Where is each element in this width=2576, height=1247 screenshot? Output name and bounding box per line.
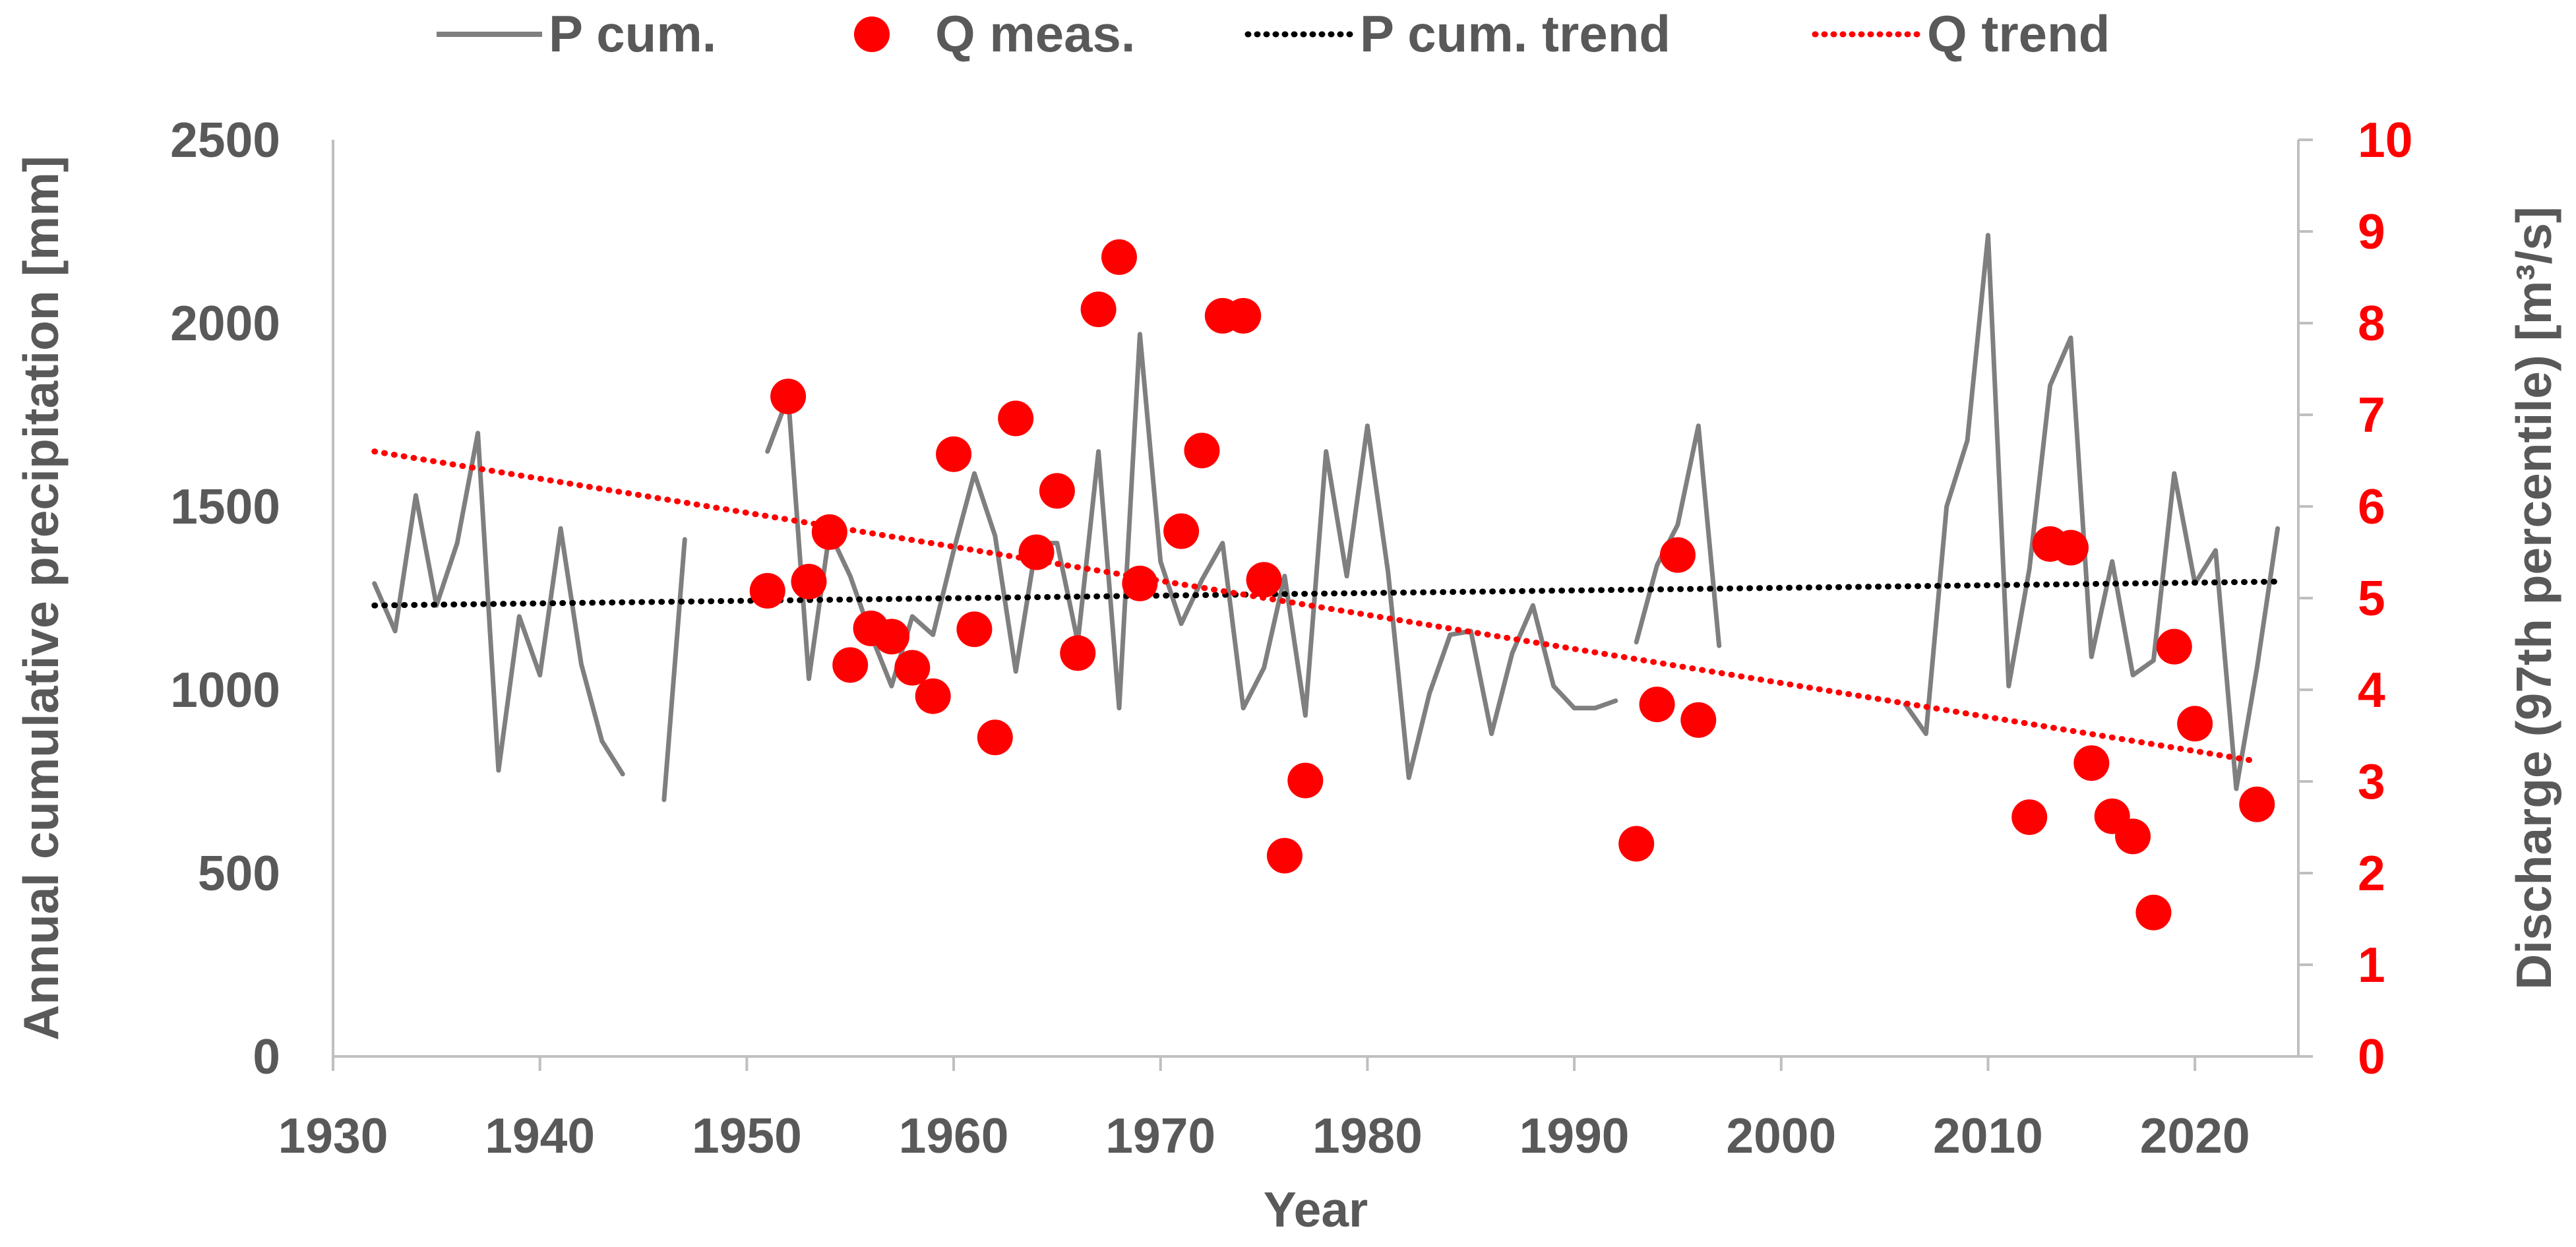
y-right-tick-label: 5 — [2358, 570, 2385, 626]
trend-lines — [371, 448, 2281, 764]
q-meas-point — [1287, 762, 1324, 799]
q-meas-point — [2073, 745, 2110, 781]
q-meas-point — [936, 436, 972, 472]
q-meas-point — [791, 563, 827, 599]
x-tick-label: 1950 — [692, 1108, 802, 1163]
q-meas-point — [2239, 786, 2275, 822]
y-left-tick-label: 0 — [253, 1029, 280, 1084]
p-cum-trend-line — [371, 578, 2281, 609]
legend-label-p-cum: P cum. — [549, 5, 716, 63]
y-right-tick-label: 7 — [2358, 387, 2385, 442]
legend-swatch-q-meas — [854, 16, 890, 52]
q-meas-point — [1060, 635, 1096, 671]
p-cum-line-segment — [372, 431, 625, 777]
y-left-tick-label: 2000 — [170, 295, 280, 351]
q-trend-line — [371, 448, 2260, 764]
y-right-tick-label: 4 — [2358, 662, 2385, 717]
q-meas-point — [1680, 702, 1717, 738]
q-meas-point — [1163, 513, 1200, 549]
q-meas-point — [1184, 433, 1220, 469]
y-left-tick-label: 1000 — [170, 662, 280, 717]
p-cum-line-segment — [765, 332, 1618, 780]
y-right-tick-label: 8 — [2358, 295, 2385, 351]
y-left-tick-label: 2500 — [170, 112, 280, 167]
q-meas-point — [2052, 530, 2089, 566]
q-meas-point — [2177, 706, 2213, 742]
q-meas-point — [1080, 291, 1117, 328]
q-meas-point — [1101, 239, 1137, 275]
x-tick-label: 2010 — [1933, 1108, 2043, 1163]
x-tick-label: 1930 — [278, 1108, 388, 1163]
q-meas-point — [1039, 473, 1075, 509]
x-tick-label: 1970 — [1105, 1108, 1215, 1163]
legend-label-p-trend: P cum. trend — [1360, 5, 1671, 63]
y-right-tick-label: 3 — [2358, 754, 2385, 809]
x-tick-label: 2000 — [1726, 1108, 1836, 1163]
series-p-cum — [372, 233, 2281, 803]
y-left-tick-label: 500 — [198, 845, 280, 901]
p-cum-line-segment — [1903, 233, 2281, 791]
legend: P cum. Q meas. P cum. trend Q trend — [437, 5, 2110, 63]
x-tick-label: 1980 — [1312, 1108, 1423, 1163]
q-meas-point — [2156, 628, 2192, 665]
q-meas-point — [832, 647, 869, 683]
q-meas-point — [1018, 534, 1055, 570]
q-meas-point — [1246, 562, 1282, 598]
p-cum-line-segment — [1634, 423, 1722, 648]
q-meas-point — [2135, 894, 2172, 930]
q-meas-point — [1122, 565, 1158, 601]
y-axis-right-title: Discharge (97th percentile) [m³/s] — [2506, 206, 2561, 990]
legend-item-p-cum: P cum. — [437, 5, 716, 63]
q-meas-point — [956, 611, 993, 648]
q-meas-point — [894, 650, 931, 686]
y-right-tick-label: 2 — [2358, 845, 2385, 901]
y-right-tick-label: 0 — [2358, 1029, 2385, 1084]
p-cum-line-segment — [661, 537, 687, 803]
q-meas-point — [2115, 818, 2151, 855]
x-tick-label: 2020 — [2140, 1108, 2250, 1163]
y-right-tick-label: 6 — [2358, 479, 2385, 534]
q-meas-point — [811, 514, 847, 550]
legend-item-q-trend: Q trend — [1812, 5, 2110, 63]
q-meas-point — [1266, 837, 1303, 874]
q-meas-point — [1225, 297, 1262, 334]
series-q-meas — [749, 239, 2275, 930]
q-meas-point — [1659, 537, 1696, 573]
y-axis-right-ticks: 0 1 2 3 4 5 6 7 8 9 10 — [2298, 112, 2412, 1084]
y-axis-left-ticks: 0 500 1000 1500 2000 2500 — [170, 112, 280, 1084]
q-meas-point — [873, 619, 909, 655]
q-meas-point — [770, 379, 807, 415]
q-meas-point — [2011, 799, 2048, 836]
y-left-tick-label: 1500 — [170, 479, 280, 534]
q-meas-point — [749, 572, 785, 609]
y-right-tick-label: 9 — [2358, 204, 2385, 259]
q-meas-point — [1639, 686, 1675, 723]
legend-label-q-meas: Q meas. — [935, 5, 1136, 63]
x-tick-label: 1990 — [1519, 1108, 1630, 1163]
q-meas-point — [1618, 826, 1655, 862]
y-axis-left-title: Annual cumulative precipitation [mm] — [13, 156, 69, 1041]
q-meas-point — [998, 400, 1034, 437]
x-tick-label: 1960 — [899, 1108, 1009, 1163]
x-tick-label: 1940 — [485, 1108, 595, 1163]
x-axis-title: Year — [1264, 1182, 1368, 1237]
q-meas-point — [915, 678, 951, 714]
y-right-tick-label: 1 — [2358, 937, 2385, 992]
y-right-tick-label: 10 — [2358, 112, 2412, 167]
legend-label-q-trend: Q trend — [1927, 5, 2110, 63]
legend-item-p-trend: P cum. trend — [1244, 5, 1671, 63]
q-meas-point — [977, 719, 1013, 756]
legend-item-q-meas: Q meas. — [854, 5, 1136, 63]
x-axis-ticks: 1930 1940 1950 1960 1970 1980 1990 2000 2010 2020 — [278, 1056, 2250, 1163]
